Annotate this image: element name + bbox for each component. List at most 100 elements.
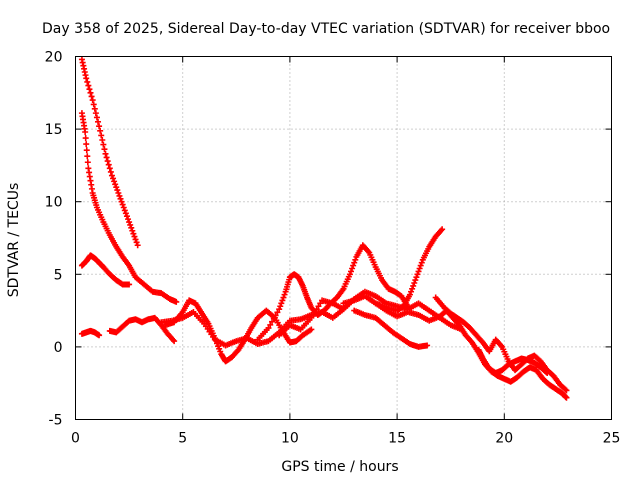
data-point (118, 198, 125, 205)
data-point (126, 219, 133, 226)
data-point (274, 309, 281, 316)
data-point (84, 159, 91, 166)
data-point (349, 265, 356, 272)
data-point (101, 146, 108, 153)
y-tick-label: 5 (54, 267, 63, 283)
data-point (130, 230, 137, 237)
data-point (308, 326, 315, 333)
data-point (88, 93, 95, 100)
data-point (84, 78, 91, 85)
y-tick-label: 10 (45, 195, 63, 211)
data-point (415, 268, 422, 275)
data-point (351, 259, 358, 266)
data-point (121, 207, 128, 214)
data-point (424, 342, 431, 349)
series-track-5 (106, 314, 178, 345)
data-point (89, 97, 96, 104)
data-point (352, 256, 359, 263)
data-point (281, 291, 288, 298)
data-point (114, 187, 121, 194)
series-track-12 (372, 300, 570, 401)
x-tick-label: 10 (281, 431, 299, 447)
series-track-4 (78, 327, 103, 339)
data-point (99, 136, 106, 143)
data-point (98, 132, 105, 139)
series-track-2 (78, 110, 180, 305)
data-point (410, 282, 417, 289)
data-point (95, 118, 102, 125)
data-point (280, 294, 287, 301)
x-tick-label: 15 (388, 431, 406, 447)
data-point (171, 338, 178, 345)
data-point (83, 75, 90, 82)
data-point (115, 189, 122, 196)
series-track-1 (78, 56, 141, 249)
data-point (132, 236, 139, 243)
data-point (117, 195, 124, 202)
x-tick-label: 5 (178, 431, 187, 447)
data-point (278, 300, 285, 307)
data-point (129, 227, 136, 234)
data-point (406, 291, 413, 298)
y-tick-label: 20 (45, 50, 63, 66)
data-point (110, 175, 117, 182)
data-point (85, 82, 92, 89)
data-point (276, 306, 283, 313)
series-track-6 (162, 297, 315, 365)
data-point (123, 213, 130, 220)
data-point (279, 297, 286, 304)
series-track-11 (351, 307, 431, 350)
data-point (107, 168, 114, 175)
data-point (417, 262, 424, 269)
data-point (133, 239, 140, 246)
y-tick-label: 0 (54, 340, 63, 356)
data-point (83, 147, 90, 154)
data-point (562, 386, 569, 393)
data-point (272, 312, 279, 319)
data-point (418, 259, 425, 266)
data-point (82, 135, 89, 142)
data-point (116, 192, 123, 199)
y-tick-label: -5 (49, 413, 63, 429)
data-point (100, 141, 107, 148)
data-point (277, 303, 284, 310)
data-point (113, 184, 120, 191)
x-axis-label: GPS time / hours (281, 459, 398, 475)
data-point (412, 277, 419, 284)
data-point (414, 271, 421, 278)
data-point (348, 268, 355, 275)
data-point (127, 221, 134, 228)
data-point (102, 150, 109, 157)
data-point (128, 224, 135, 231)
data-point (120, 204, 127, 211)
tick-layer: 0 5 10 15 20 25 -5 0 5 10 15 20 (45, 50, 621, 447)
data-point (265, 325, 272, 332)
y-tick-label: 15 (45, 122, 63, 138)
x-tick-label: 0 (71, 431, 80, 447)
data-point (86, 86, 93, 93)
data-point (126, 281, 133, 288)
data-point (106, 165, 113, 172)
data-point (83, 141, 90, 148)
y-axis-label: SDTVAR / TECUs (6, 183, 22, 298)
data-point (87, 89, 94, 96)
series-track-14 (475, 346, 551, 377)
data-point (111, 178, 118, 185)
data-point (82, 129, 89, 136)
data-point (96, 332, 103, 339)
data-point (96, 123, 103, 130)
data-point (84, 153, 91, 160)
data-point (269, 318, 276, 325)
data-point (125, 216, 132, 223)
data-point (90, 101, 97, 108)
data-point (439, 226, 446, 233)
data-point (416, 265, 423, 272)
data-point (411, 280, 418, 287)
series-track-10 (340, 226, 446, 314)
data-point (544, 370, 551, 377)
data-point (173, 298, 180, 305)
data-point (134, 242, 141, 249)
x-tick-label: 20 (495, 431, 513, 447)
data-point (108, 172, 115, 179)
